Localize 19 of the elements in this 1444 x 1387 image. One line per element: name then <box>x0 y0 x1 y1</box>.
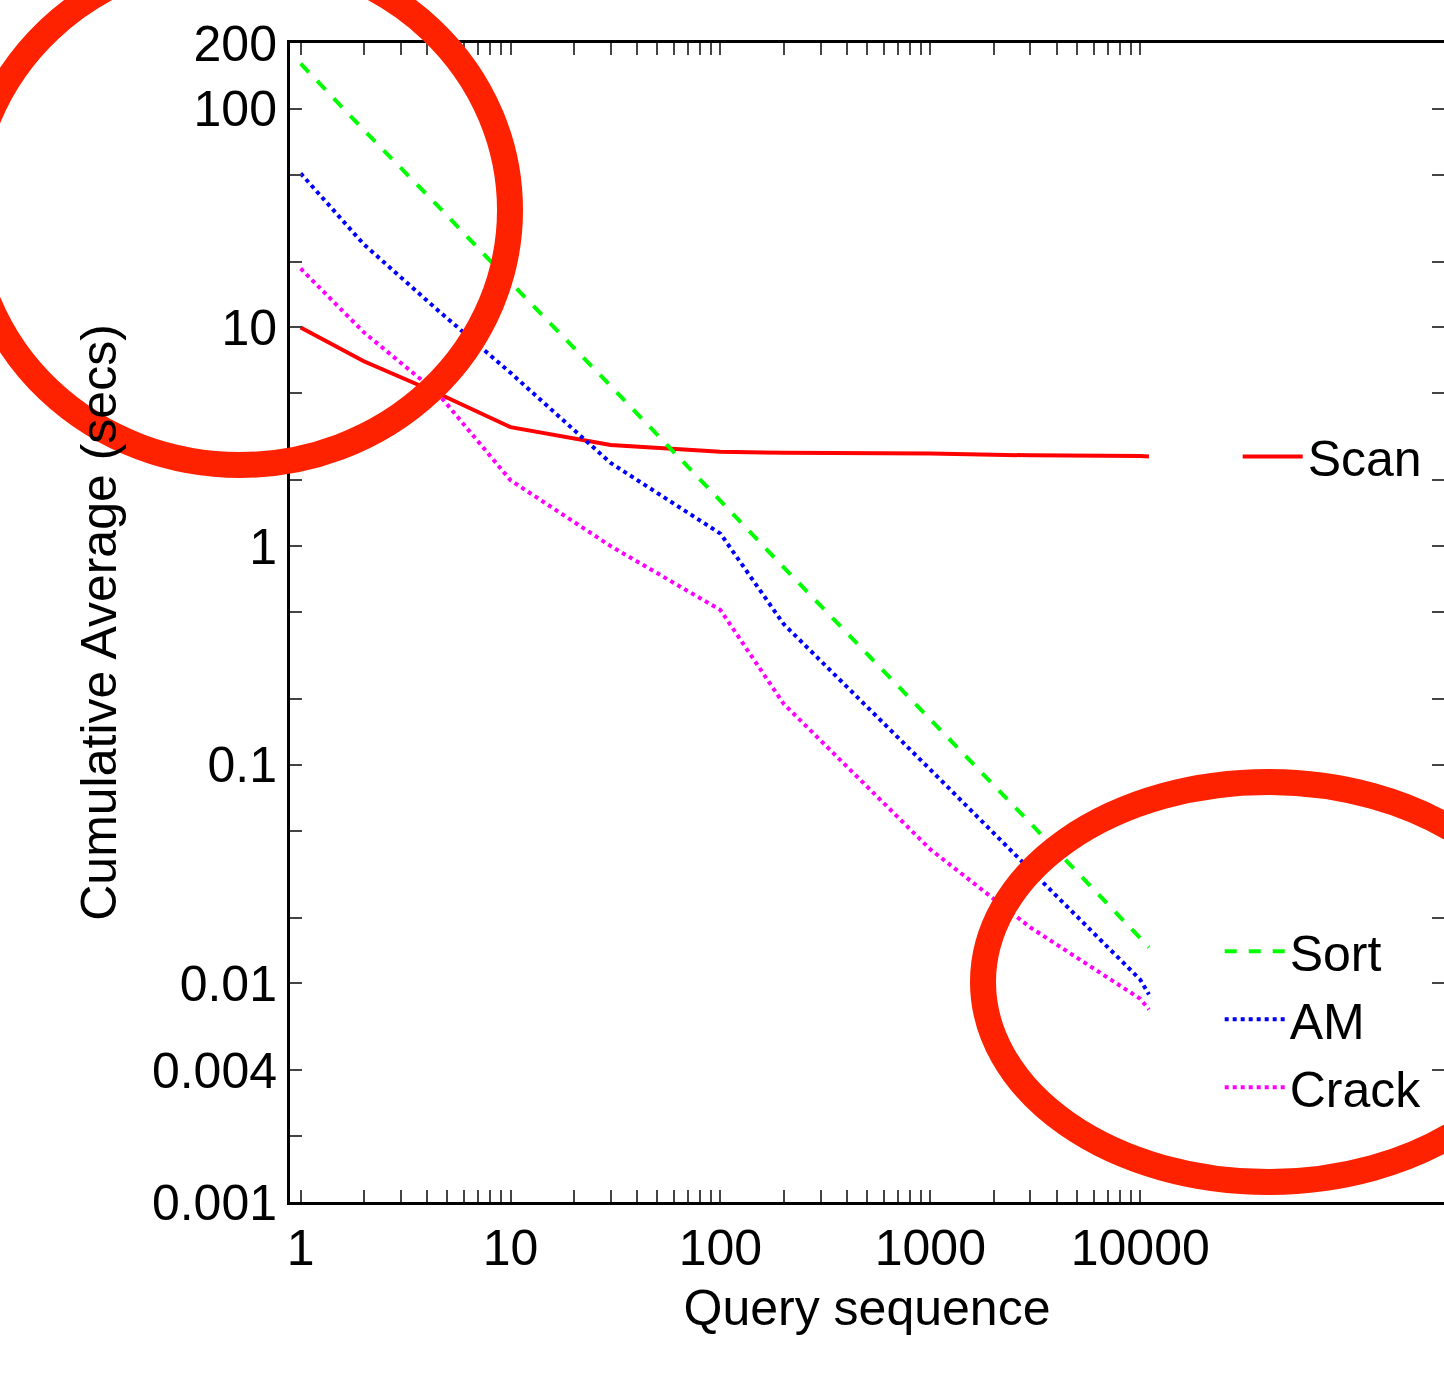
y-tick-label: 0.004 <box>151 1042 277 1099</box>
y-tick-label: 10 <box>221 299 277 356</box>
y-tick-label: 200 <box>193 15 277 72</box>
y-tick-label: 0.1 <box>207 737 277 794</box>
x-tick-label: 1000 <box>874 1220 986 1276</box>
y-tick-label: 0.01 <box>179 955 277 1012</box>
y-tick-label: 0.001 <box>151 1174 277 1231</box>
x-axis-title: Query sequence <box>683 1279 1051 1336</box>
x-tick-label: 1 <box>286 1220 315 1276</box>
y-tick-label: 100 <box>193 81 277 138</box>
legend-label: AM <box>1289 993 1365 1050</box>
legend-label: Crack <box>1289 1061 1422 1118</box>
x-tick-label: 10000 <box>1070 1220 1210 1276</box>
y-tick-label: 1 <box>249 518 277 575</box>
x-tick-label: 100 <box>678 1220 763 1276</box>
y-axis-title: Cumulative Average (secs) <box>70 324 127 921</box>
legend-label: Sort <box>1289 925 1382 982</box>
legend-label: Scan <box>1307 430 1422 487</box>
x-tick-label: 10 <box>482 1220 539 1276</box>
